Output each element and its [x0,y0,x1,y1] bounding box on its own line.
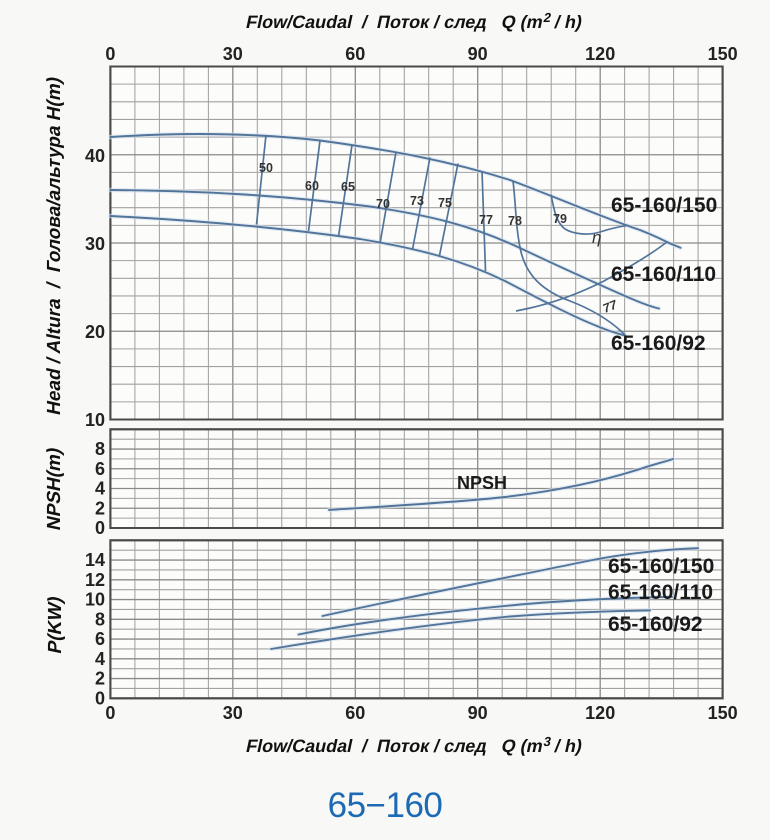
svg-text:65-160/92: 65-160/92 [611,332,706,355]
svg-text:65-160/110: 65-160/110 [611,263,716,286]
svg-text:120: 120 [585,44,615,64]
svg-text:12: 12 [85,570,105,590]
svg-text:P(KW): P(KW) [45,594,66,655]
svg-text:4: 4 [95,479,105,499]
svg-text:6: 6 [95,629,105,649]
svg-text:60: 60 [345,703,365,723]
svg-text:0: 0 [95,688,105,708]
svg-text:75: 75 [438,196,452,210]
svg-text:2: 2 [95,498,105,518]
svg-text:η: η [592,228,601,247]
svg-text:2: 2 [95,669,105,689]
svg-text:77: 77 [479,213,493,227]
svg-text:10: 10 [85,590,105,610]
svg-text:0: 0 [105,44,115,64]
svg-text:14: 14 [85,550,105,570]
svg-text:65−160: 65−160 [328,786,443,825]
svg-text:10: 10 [85,410,105,430]
svg-text:60: 60 [345,44,365,64]
svg-text:90: 90 [468,44,488,64]
svg-text:4: 4 [95,649,105,669]
svg-text:150: 150 [708,703,738,723]
svg-text:6: 6 [95,459,105,479]
svg-text:20: 20 [85,322,105,342]
svg-text:65-160/92: 65-160/92 [608,613,703,636]
svg-text:65-160/150: 65-160/150 [608,555,714,578]
svg-text:79: 79 [553,212,567,226]
svg-text:0: 0 [95,518,105,538]
svg-text:65: 65 [341,180,355,194]
svg-text:NPSH: NPSH [457,473,507,493]
svg-text:0: 0 [105,703,115,723]
svg-text:65-160/150: 65-160/150 [611,194,717,217]
svg-text:8: 8 [95,439,105,459]
svg-text:30: 30 [223,44,243,64]
svg-text:NPSH(m): NPSH(m) [44,445,65,532]
svg-text:77: 77 [601,297,620,316]
svg-text:Flow/Caudal / Поток / след: Flow/Caudal / Поток / след Q (m2 / h) [244,10,584,32]
svg-text:90: 90 [468,703,488,723]
svg-text:73: 73 [410,194,424,208]
svg-text:78: 78 [508,214,522,228]
svg-text:30: 30 [85,234,105,254]
svg-text:70: 70 [376,197,390,211]
svg-text:120: 120 [585,703,615,723]
svg-text:40: 40 [85,146,105,166]
svg-text:Head / Altura / Голова/альту: Head / Altura / Голова/альтура H(m) [44,75,65,417]
svg-text:Flow/Caudal / Поток / след: Flow/Caudal / Поток / след Q (m3 / h) [244,734,584,756]
svg-text:150: 150 [708,44,738,64]
svg-text:50: 50 [259,161,273,175]
svg-text:8: 8 [95,609,105,629]
svg-text:65-160/110: 65-160/110 [608,581,713,604]
svg-text:60: 60 [305,179,319,193]
svg-text:30: 30 [223,703,243,723]
